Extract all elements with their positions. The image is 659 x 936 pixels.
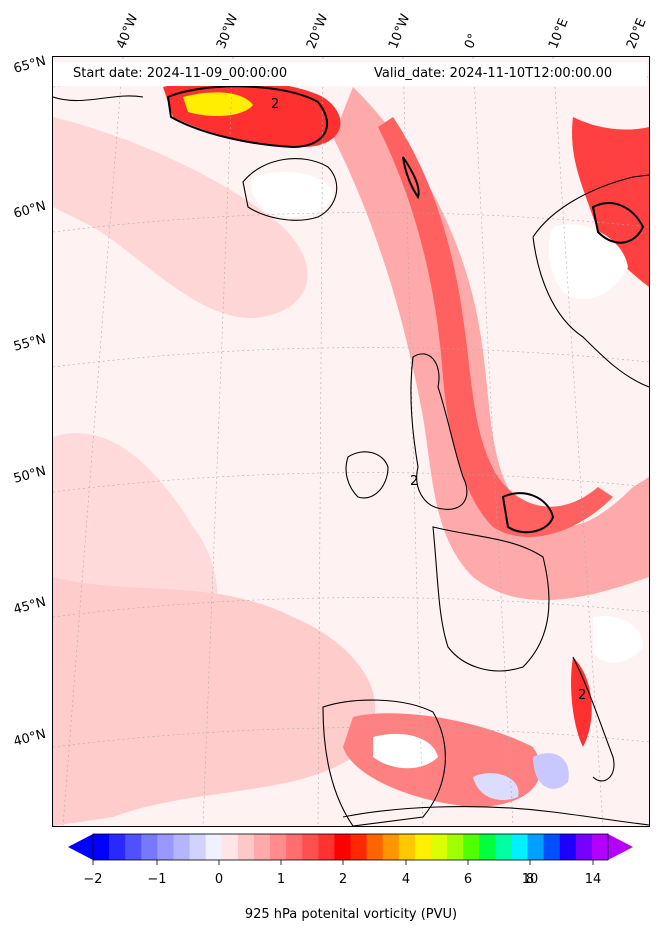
colorbar-cell [430,834,448,860]
lat-label-55n: 55°N [12,331,48,355]
colorbar-cell [334,834,351,860]
colorbar-cell [398,834,416,860]
coast-france [432,526,550,672]
lon-label-0: 0° [462,31,482,51]
colorbar-cell [527,834,545,860]
colorbar-tick-label: −1 [147,872,167,887]
lat-label-40n: 40°N [12,726,48,750]
colorbar-cell [270,834,287,860]
colorbar-cell [511,834,529,860]
colorbar-cell [591,834,609,860]
coast-italy [572,656,615,782]
colorbar-cell [125,834,142,860]
field-weak-north [53,117,308,318]
colorbar-cell [414,834,432,860]
colorbar-cell [463,834,480,860]
lat-label-65n: 65°N [12,53,48,77]
colorbar-tick-label: 0 [214,872,224,887]
lat-label-45n: 45°N [12,594,48,618]
coast-britain [410,353,468,510]
header-background [53,62,647,86]
lon-label-30w: 30°W [214,12,242,51]
field-negative-2 [473,773,519,801]
colorbar-title: 925 hPa potenital vorticity (PVU) [244,907,458,922]
lon-label-10w: 10°W [386,12,414,51]
colorbar-cell [205,834,223,860]
colorbar-cell [237,834,255,860]
colorbar-cell [253,834,271,860]
coast-africa [342,806,649,826]
colorbar-cell [495,834,512,860]
colorbar-cell [173,834,191,860]
colorbar-tick-label: 14 [584,872,602,887]
contour-label-2: 2 [410,474,419,489]
field-peak-yellow [183,92,253,117]
field-weak-south [53,577,376,826]
colorbar-cell [93,834,110,860]
colorbar-cell [559,834,577,860]
colorbar-cell [302,834,319,860]
coast-iberia [322,699,446,826]
colorbar-cell [350,834,368,860]
colorbar-cell [382,834,400,860]
colorbar-tick-label: 10 [521,872,539,887]
colorbar-cell [543,834,561,860]
colorbar-min-extension [68,834,93,860]
mask-scandinavia [548,224,628,299]
mask-alps [593,616,643,663]
lon-label-10e: 10°E [546,16,572,51]
colorbar-cell [575,834,593,860]
field-jet-band [333,87,649,601]
coast-scandinavia [532,174,649,388]
colorbar-cells [93,834,609,860]
start-date-label: Start date: 2024-11-09_00:00:00 [73,66,288,81]
colorbar-cell [318,834,335,860]
colorbar-tick-label: 6 [463,872,473,887]
contour-label-3: 2 [578,688,587,703]
coast-greenland [53,95,144,102]
coast-iceland [242,158,338,221]
mask-iceland [251,172,333,217]
colorbar-outline [92,833,609,861]
colorbar-tick-label: 8 [525,872,535,887]
colorbar-cell [286,834,303,860]
colorbar-cell [221,834,239,860]
colorbar-tick-label: 2 [338,872,348,887]
contour-label-1: 2 [271,97,280,112]
colorbar-cell [109,834,126,860]
field-adriatic [571,657,592,747]
colorbar-cell [366,834,384,860]
colorbar-ticks [92,860,594,865]
field-northeast [572,117,649,287]
colorbar-cell [479,834,496,860]
lon-label-40w: 40°W [114,12,142,51]
lat-label-50n: 50°N [12,463,48,487]
colorbar-max-extension [608,834,633,860]
vorticity-field [53,57,649,826]
map-panel [52,56,650,827]
colorbar-tick-label: −2 [83,872,103,887]
colorbar-cell [141,834,158,860]
lon-label-20w: 20°W [304,12,332,51]
coast-ireland [345,451,389,499]
lon-label-20e: 20°E [624,16,650,51]
mask-iberia [373,733,438,769]
valid-date-label: Valid_date: 2024-11-10T12:00:00.00 [374,66,613,81]
colorbar-cell [157,834,174,860]
field-negative-1 [533,753,569,789]
colorbar-cell [447,834,464,860]
lat-label-60n: 60°N [12,198,48,222]
colorbar-tick-label: 4 [401,872,411,887]
colorbar-cell [189,834,207,860]
coastlines [53,95,649,826]
contour-2pvu [166,85,645,534]
field-jet-core [378,117,613,537]
colorbar-tick-label: 1 [276,872,286,887]
